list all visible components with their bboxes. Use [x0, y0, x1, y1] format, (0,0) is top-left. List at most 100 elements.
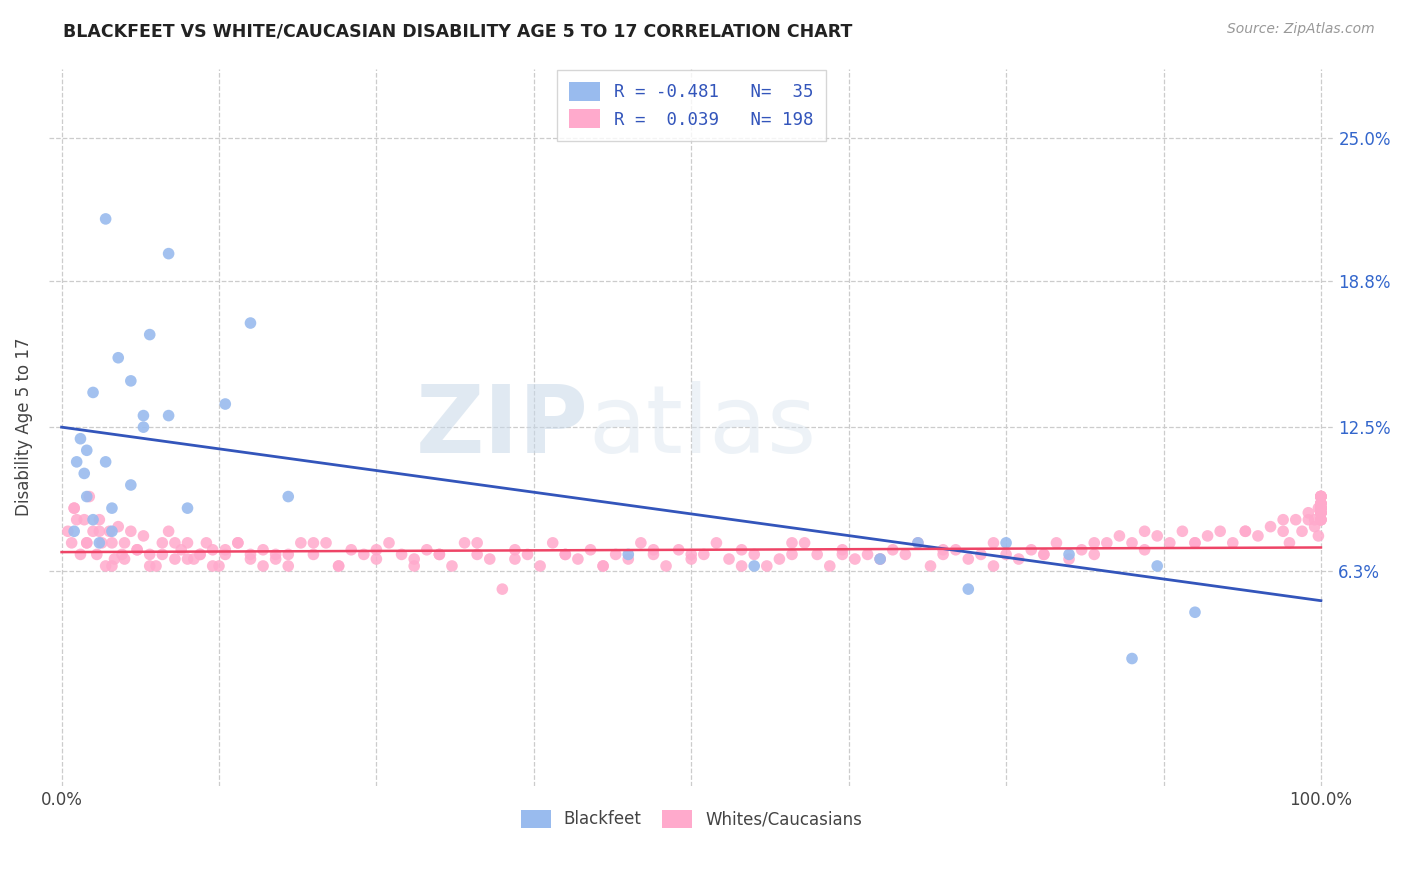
- Point: [252, 559, 274, 574]
- Point: [188, 548, 211, 562]
- Point: [1309, 506, 1331, 520]
- Point: [1309, 496, 1331, 510]
- Point: [63, 501, 86, 516]
- Point: [264, 548, 287, 562]
- Point: [176, 536, 198, 550]
- Point: [63, 524, 86, 539]
- Point: [617, 552, 640, 566]
- Point: [66, 455, 89, 469]
- Point: [945, 542, 967, 557]
- Point: [302, 536, 325, 550]
- Point: [120, 524, 142, 539]
- Point: [378, 536, 401, 550]
- Point: [1272, 524, 1295, 539]
- Point: [1184, 536, 1206, 550]
- Point: [1045, 536, 1067, 550]
- Point: [1309, 506, 1331, 520]
- Point: [1309, 496, 1331, 510]
- Point: [932, 542, 955, 557]
- Point: [605, 548, 627, 562]
- Point: [844, 552, 866, 566]
- Point: [138, 559, 160, 574]
- Point: [290, 536, 312, 550]
- Point: [478, 552, 501, 566]
- Point: [66, 513, 89, 527]
- Point: [120, 374, 142, 388]
- Text: atlas: atlas: [589, 381, 817, 473]
- Point: [617, 548, 640, 562]
- Point: [1309, 490, 1331, 504]
- Point: [1184, 605, 1206, 619]
- Point: [127, 542, 149, 557]
- Point: [1309, 513, 1331, 527]
- Point: [1247, 529, 1270, 543]
- Point: [957, 552, 980, 566]
- Point: [831, 542, 853, 557]
- Point: [183, 552, 205, 566]
- Point: [1146, 529, 1168, 543]
- Point: [465, 548, 488, 562]
- Point: [277, 490, 299, 504]
- Point: [188, 548, 211, 562]
- Point: [894, 548, 917, 562]
- Point: [214, 397, 236, 411]
- Point: [176, 501, 198, 516]
- Point: [1209, 524, 1232, 539]
- Point: [69, 432, 91, 446]
- Point: [1303, 519, 1326, 533]
- Point: [201, 559, 224, 574]
- Point: [157, 246, 180, 260]
- Point: [176, 552, 198, 566]
- Point: [107, 519, 129, 533]
- Point: [195, 536, 218, 550]
- Point: [780, 548, 803, 562]
- Point: [643, 548, 665, 562]
- Point: [579, 542, 602, 557]
- Point: [1019, 542, 1042, 557]
- Point: [529, 559, 551, 574]
- Point: [1309, 501, 1331, 516]
- Point: [1308, 501, 1330, 516]
- Point: [103, 552, 125, 566]
- Point: [1234, 524, 1257, 539]
- Point: [1309, 501, 1331, 516]
- Point: [907, 536, 929, 550]
- Point: [90, 536, 112, 550]
- Point: [89, 536, 111, 550]
- Point: [73, 513, 96, 527]
- Point: [239, 552, 262, 566]
- Point: [995, 536, 1018, 550]
- Point: [138, 548, 160, 562]
- Point: [1121, 536, 1143, 550]
- Point: [1309, 513, 1331, 527]
- Point: [76, 536, 98, 550]
- Point: [239, 316, 262, 330]
- Point: [1309, 501, 1331, 516]
- Point: [101, 536, 124, 550]
- Point: [957, 582, 980, 596]
- Point: [1309, 501, 1331, 516]
- Point: [114, 536, 136, 550]
- Legend: Blackfeet, Whites/Caucasians: Blackfeet, Whites/Caucasians: [513, 803, 869, 835]
- Point: [592, 559, 614, 574]
- Point: [1095, 536, 1118, 550]
- Point: [416, 542, 439, 557]
- Y-axis label: Disability Age 5 to 17: Disability Age 5 to 17: [15, 338, 32, 516]
- Point: [101, 559, 124, 574]
- Point: [1309, 506, 1331, 520]
- Point: [404, 552, 426, 566]
- Point: [1309, 490, 1331, 504]
- Point: [328, 559, 350, 574]
- Point: [138, 327, 160, 342]
- Point: [427, 548, 450, 562]
- Point: [1234, 524, 1257, 539]
- Point: [366, 552, 388, 566]
- Point: [94, 455, 117, 469]
- Point: [1146, 559, 1168, 574]
- Point: [1309, 506, 1331, 520]
- Point: [69, 548, 91, 562]
- Point: [163, 552, 186, 566]
- Point: [780, 536, 803, 550]
- Point: [592, 559, 614, 574]
- Point: [214, 542, 236, 557]
